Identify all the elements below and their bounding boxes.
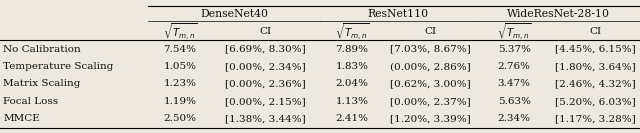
Text: [0.00%, 2.34%]: [0.00%, 2.34%] bbox=[225, 62, 306, 71]
Text: [6.69%, 8.30%]: [6.69%, 8.30%] bbox=[225, 45, 306, 53]
Text: 1.05%: 1.05% bbox=[163, 62, 196, 71]
Text: [2.46%, 4.32%]: [2.46%, 4.32%] bbox=[556, 80, 636, 88]
Text: [1.38%, 3.44%]: [1.38%, 3.44%] bbox=[225, 114, 306, 123]
Text: CI: CI bbox=[424, 27, 436, 36]
Text: 2.41%: 2.41% bbox=[335, 114, 369, 123]
Text: Matrix Scaling: Matrix Scaling bbox=[3, 80, 81, 88]
Text: 5.63%: 5.63% bbox=[498, 97, 531, 106]
Text: MMCE: MMCE bbox=[3, 114, 40, 123]
Text: [0.00%, 2.36%]: [0.00%, 2.36%] bbox=[225, 80, 306, 88]
Text: 7.54%: 7.54% bbox=[163, 45, 196, 53]
Text: 7.89%: 7.89% bbox=[335, 45, 369, 53]
Text: CI: CI bbox=[260, 27, 271, 36]
Text: DenseNet40: DenseNet40 bbox=[200, 9, 268, 19]
Text: [1.20%, 3.39%]: [1.20%, 3.39%] bbox=[390, 114, 471, 123]
Text: [1.17%, 3.28%]: [1.17%, 3.28%] bbox=[556, 114, 636, 123]
Text: [4.45%, 6.15%]: [4.45%, 6.15%] bbox=[556, 45, 636, 53]
Text: 2.34%: 2.34% bbox=[498, 114, 531, 123]
Text: [7.03%, 8.67%]: [7.03%, 8.67%] bbox=[390, 45, 471, 53]
Text: 2.04%: 2.04% bbox=[335, 80, 369, 88]
Text: 2.76%: 2.76% bbox=[498, 62, 531, 71]
Text: No Calibration: No Calibration bbox=[3, 45, 81, 53]
Text: WideResNet-28-10: WideResNet-28-10 bbox=[507, 9, 610, 19]
Text: ResNet110: ResNet110 bbox=[368, 9, 429, 19]
Text: [0.00%, 2.37%]: [0.00%, 2.37%] bbox=[390, 97, 471, 106]
Text: [0.00%, 2.15%]: [0.00%, 2.15%] bbox=[225, 97, 306, 106]
Text: Focal Loss: Focal Loss bbox=[3, 97, 58, 106]
Text: 3.47%: 3.47% bbox=[498, 80, 531, 88]
Text: [0.62%, 3.00%]: [0.62%, 3.00%] bbox=[390, 80, 471, 88]
Text: (0.00%, 2.86%]: (0.00%, 2.86%] bbox=[390, 62, 471, 71]
Text: 5.37%: 5.37% bbox=[498, 45, 531, 53]
Text: [5.20%, 6.03%]: [5.20%, 6.03%] bbox=[556, 97, 636, 106]
Text: 1.23%: 1.23% bbox=[163, 80, 196, 88]
Text: 1.83%: 1.83% bbox=[335, 62, 369, 71]
Text: $\sqrt{T_{m,n}}$: $\sqrt{T_{m,n}}$ bbox=[497, 21, 532, 42]
Text: [1.80%, 3.64%]: [1.80%, 3.64%] bbox=[556, 62, 636, 71]
Text: Temperature Scaling: Temperature Scaling bbox=[3, 62, 113, 71]
Text: 1.13%: 1.13% bbox=[335, 97, 369, 106]
Text: $\sqrt{T_{m,n}}$: $\sqrt{T_{m,n}}$ bbox=[163, 21, 197, 42]
Text: CI: CI bbox=[590, 27, 602, 36]
Text: $\sqrt{T_{m,n}}$: $\sqrt{T_{m,n}}$ bbox=[335, 21, 369, 42]
Text: 1.19%: 1.19% bbox=[163, 97, 196, 106]
Text: 2.50%: 2.50% bbox=[163, 114, 196, 123]
